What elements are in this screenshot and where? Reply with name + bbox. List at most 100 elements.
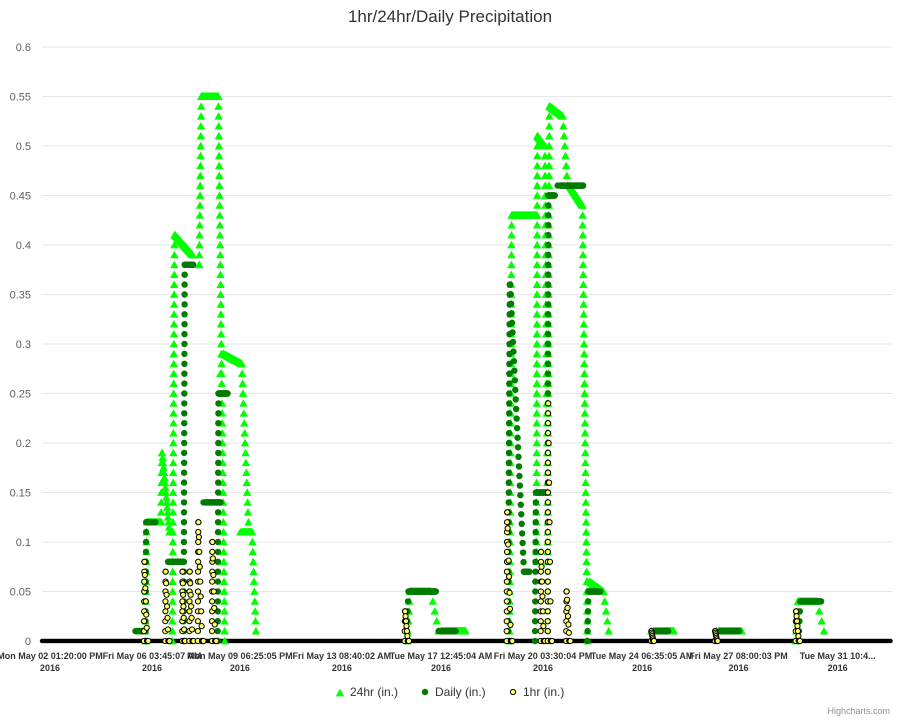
point-daily <box>214 489 222 496</box>
point-24hr <box>532 270 542 279</box>
point-24hr <box>532 409 541 417</box>
point-1hr <box>544 459 552 466</box>
legend-label[interactable]: 1hr (in.) <box>523 685 564 699</box>
point-1hr <box>545 479 553 486</box>
point-daily <box>735 627 743 635</box>
point-1hr <box>544 469 552 476</box>
point-1hr <box>537 598 544 605</box>
point-1hr <box>403 623 410 630</box>
point-24hr <box>430 607 439 615</box>
point-24hr <box>188 250 197 259</box>
point-daily <box>532 548 539 556</box>
point-daily <box>224 390 231 397</box>
point-24hr <box>247 527 257 536</box>
point-24hr <box>168 518 178 526</box>
point-24hr <box>507 260 516 269</box>
point-1hr <box>544 608 551 615</box>
point-24hr <box>249 567 258 576</box>
legend-label[interactable]: 24hr (in.) <box>350 685 398 699</box>
x-tick-label: Fri May 06 03:45:07 AM <box>103 651 202 661</box>
point-daily <box>509 338 517 346</box>
point-24hr <box>581 478 590 486</box>
point-24hr <box>220 607 229 615</box>
point-daily <box>544 370 552 377</box>
point-daily <box>531 637 539 645</box>
legend-item[interactable]: 24hr (in.) <box>335 685 398 699</box>
point-24hr <box>580 409 590 417</box>
point-daily <box>512 386 519 394</box>
point-1hr <box>197 593 204 600</box>
point-24hr <box>219 518 228 526</box>
point-24hr <box>220 617 229 625</box>
point-daily <box>142 538 150 546</box>
point-daily <box>518 520 525 528</box>
y-tick-label: 0.55 <box>10 92 31 104</box>
point-24hr <box>195 211 205 219</box>
point-daily <box>584 637 591 645</box>
point-24hr <box>532 191 542 199</box>
point-24hr <box>578 221 587 229</box>
point-daily <box>505 489 512 496</box>
x-tick-year: 2016 <box>40 663 60 673</box>
point-daily <box>180 538 188 546</box>
point-24hr <box>580 428 590 437</box>
point-daily <box>214 558 222 565</box>
legend-item[interactable]: Daily (in.) <box>421 685 486 699</box>
point-24hr <box>532 211 542 219</box>
point-1hr <box>145 637 152 645</box>
point-24hr <box>163 508 172 516</box>
point-24hr <box>214 112 223 120</box>
point-24hr <box>168 478 178 486</box>
point-24hr <box>244 518 253 526</box>
point-daily <box>505 420 513 427</box>
point-24hr <box>169 300 179 308</box>
point-24hr <box>168 498 178 506</box>
point-daily <box>506 390 513 397</box>
point-daily <box>515 453 522 461</box>
point-daily <box>180 558 188 565</box>
point-24hr <box>601 607 611 615</box>
point-daily <box>180 489 188 496</box>
point-1hr <box>163 603 171 610</box>
legend-label[interactable]: Daily (in.) <box>435 685 486 699</box>
point-24hr <box>251 617 260 625</box>
point-24hr <box>156 508 166 516</box>
credits-label[interactable]: Highcharts.com <box>827 706 890 716</box>
point-daily <box>545 202 552 209</box>
point-daily <box>181 321 188 328</box>
legend[interactable]: 24hr (in.) Daily (in.) 1hr (in.) <box>335 685 565 699</box>
point-24hr <box>250 597 259 605</box>
point-daily <box>517 491 524 499</box>
point-24hr <box>169 448 178 457</box>
point-24hr <box>582 557 591 566</box>
x-tick-label: Fri May 27 08:00:03 PM <box>689 651 788 661</box>
point-daily <box>544 330 552 338</box>
point-24hr <box>532 349 542 358</box>
point-24hr <box>196 131 206 140</box>
point-daily <box>544 390 552 397</box>
point-24hr <box>532 300 542 308</box>
point-daily <box>544 340 552 348</box>
point-24hr <box>216 300 226 308</box>
point-24hr <box>507 230 516 239</box>
point-daily <box>181 390 188 397</box>
point-24hr <box>216 290 225 298</box>
point-1hr <box>179 608 186 615</box>
point-1hr <box>179 598 186 605</box>
point-24hr <box>160 473 169 482</box>
point-1hr <box>179 580 186 587</box>
point-1hr <box>503 598 510 605</box>
y-tick-label: 0.5 <box>16 141 31 153</box>
point-24hr <box>170 260 179 269</box>
point-daily <box>532 538 539 546</box>
point-1hr <box>196 563 203 570</box>
point-daily <box>452 627 459 635</box>
point-24hr <box>578 201 587 209</box>
point-daily <box>214 598 221 605</box>
x-tick-year: 2016 <box>828 663 848 673</box>
point-24hr <box>169 438 178 447</box>
point-daily <box>181 350 188 358</box>
point-24hr <box>561 151 570 160</box>
y-tick-label: 0.45 <box>10 191 31 203</box>
legend-item[interactable]: 1hr (in.) <box>509 685 564 699</box>
